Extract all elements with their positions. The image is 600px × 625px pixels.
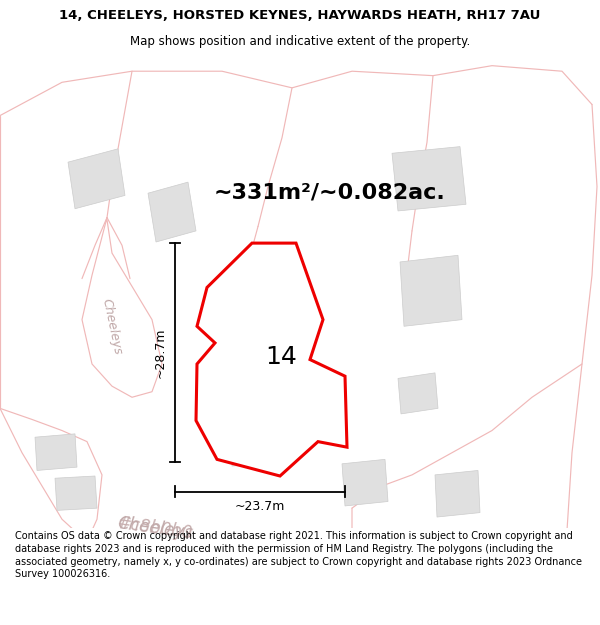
- Polygon shape: [148, 182, 196, 242]
- Text: 14: 14: [265, 344, 298, 369]
- Polygon shape: [230, 424, 276, 466]
- Text: Map shows position and indicative extent of the property.: Map shows position and indicative extent…: [130, 35, 470, 48]
- Polygon shape: [435, 471, 480, 517]
- Polygon shape: [392, 147, 466, 211]
- Text: Cheeleys: Cheeleys: [100, 297, 124, 356]
- Text: 14, CHEELEYS, HORSTED KEYNES, HAYWARDS HEATH, RH17 7AU: 14, CHEELEYS, HORSTED KEYNES, HAYWARDS H…: [59, 9, 541, 22]
- Polygon shape: [400, 255, 462, 326]
- Polygon shape: [68, 149, 125, 209]
- Polygon shape: [35, 434, 77, 471]
- Polygon shape: [248, 342, 308, 415]
- Polygon shape: [55, 476, 97, 511]
- Text: #c8b0b0: #c8b0b0: [116, 514, 194, 542]
- Text: ~28.7m: ~28.7m: [154, 327, 167, 378]
- Polygon shape: [398, 373, 438, 414]
- Text: Contains OS data © Crown copyright and database right 2021. This information is : Contains OS data © Crown copyright and d…: [15, 531, 582, 579]
- Polygon shape: [196, 243, 347, 476]
- Text: ~331m²/~0.082ac.: ~331m²/~0.082ac.: [214, 182, 446, 202]
- Text: Cheeleys: Cheeleys: [116, 514, 194, 542]
- Text: ~23.7m: ~23.7m: [235, 501, 285, 513]
- Polygon shape: [342, 459, 388, 506]
